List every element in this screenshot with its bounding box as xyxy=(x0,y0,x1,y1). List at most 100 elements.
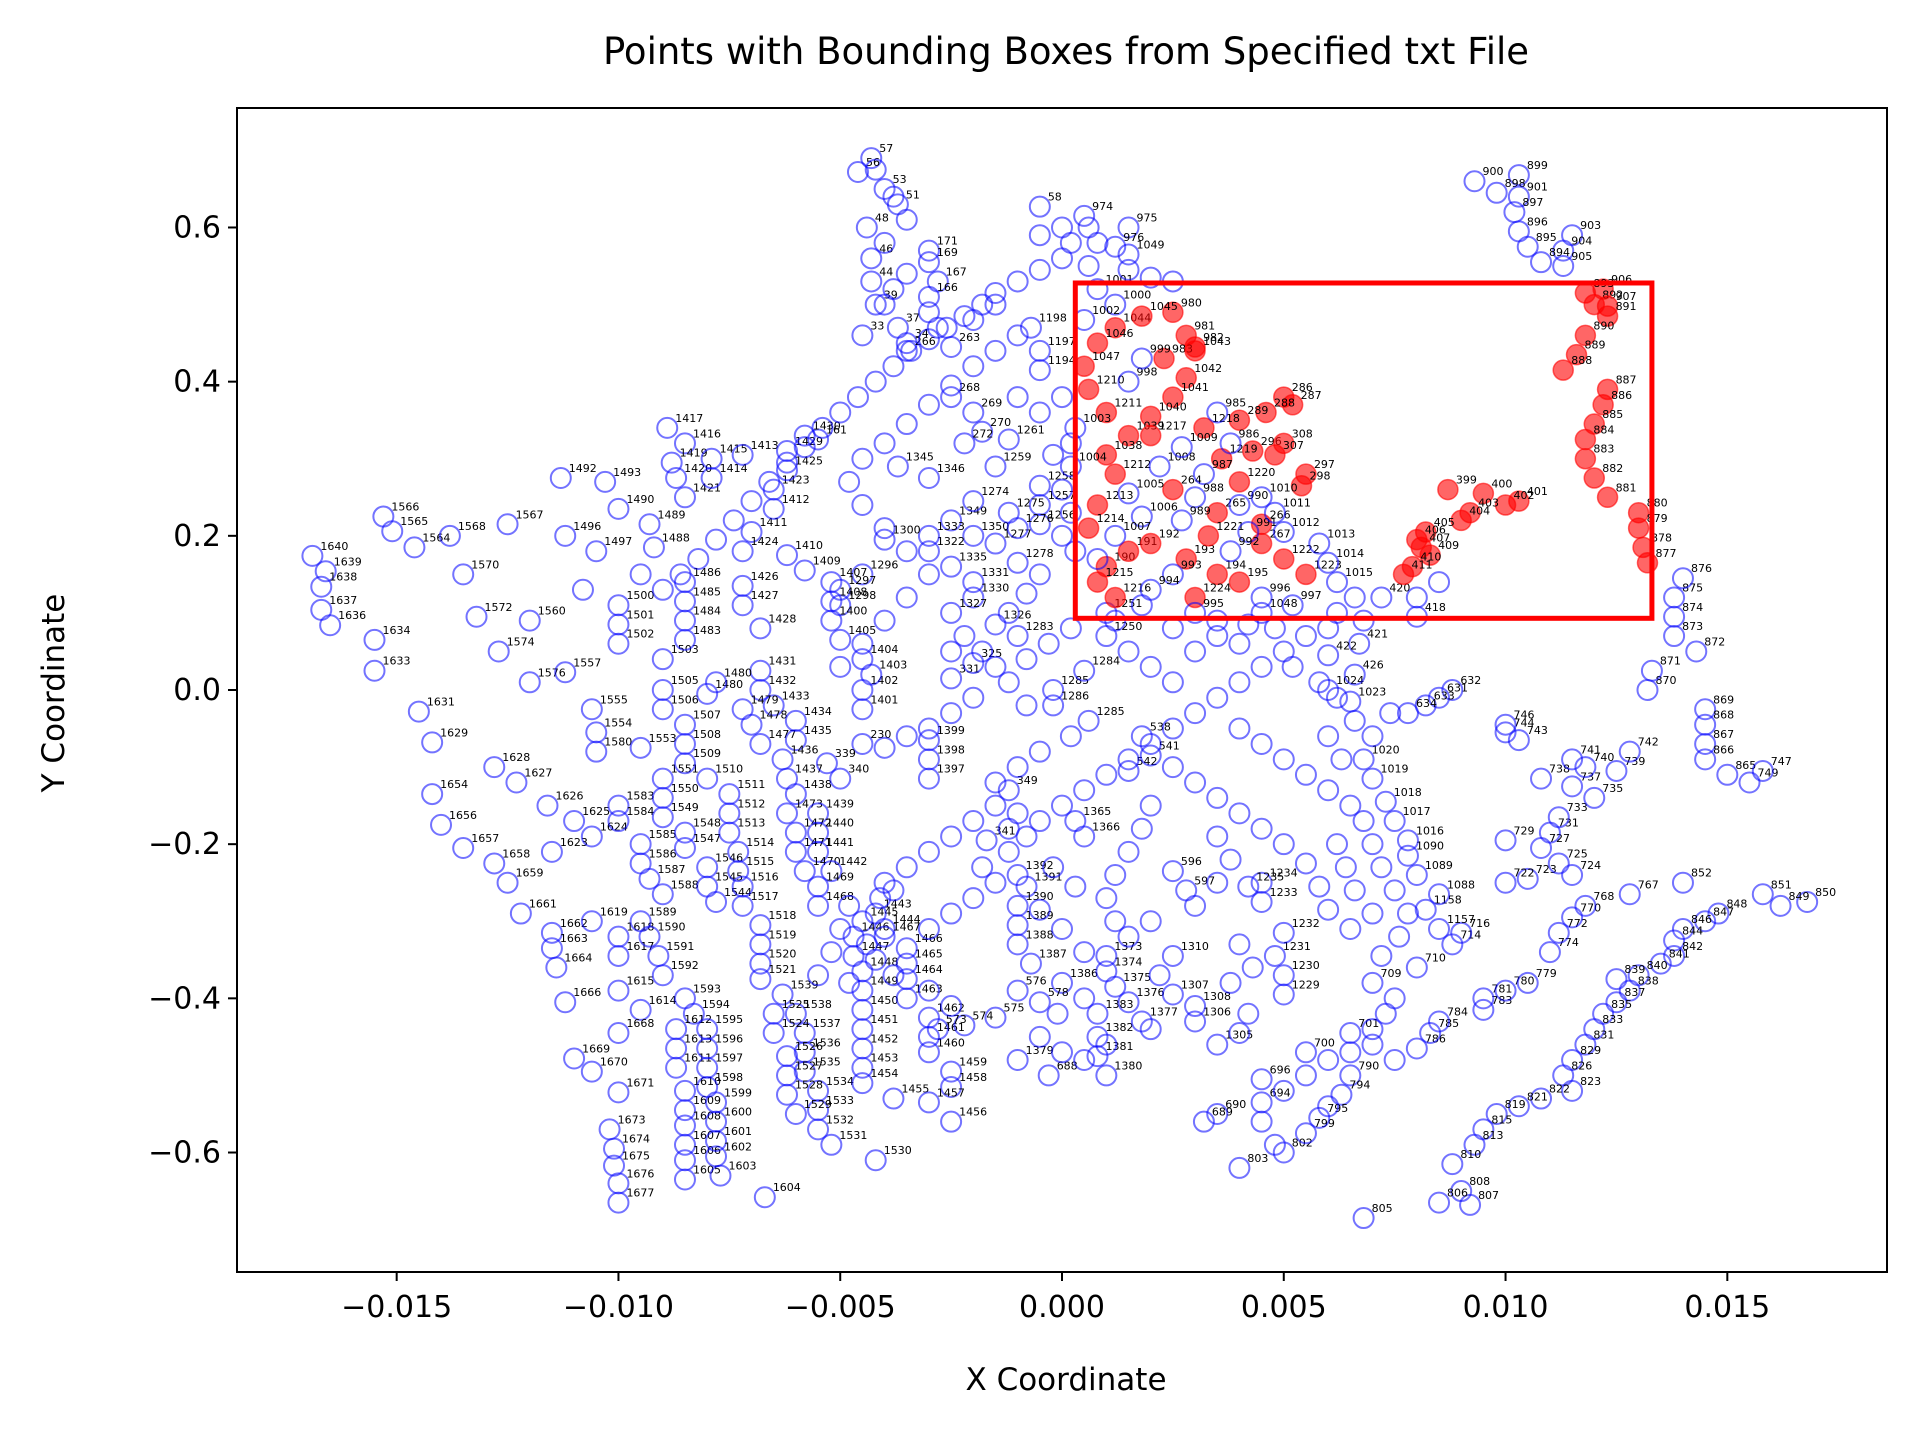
point-outside-box xyxy=(1042,443,1065,466)
point-outside-box xyxy=(1361,1018,1384,1041)
point-outside-box xyxy=(1605,968,1628,991)
point-outside-box xyxy=(731,443,754,466)
point-id-label: 883 xyxy=(1593,443,1614,456)
point-outside-box xyxy=(740,713,763,736)
point-outside-box xyxy=(873,517,896,540)
point-outside-box xyxy=(673,1168,696,1191)
point-inside-box xyxy=(1636,552,1659,574)
point-outside-box xyxy=(1139,266,1162,289)
point-outside-box xyxy=(1716,763,1739,786)
point-outside-box xyxy=(882,1087,905,1110)
point-outside-box xyxy=(1405,1037,1428,1060)
x-tick-label: 0.000 xyxy=(1019,1290,1105,1325)
point-outside-box xyxy=(1317,1049,1340,1072)
point-outside-box xyxy=(1334,856,1357,879)
point-outside-box xyxy=(1139,744,1162,767)
point-id-label: 1229 xyxy=(1292,978,1320,991)
point-id-label: 995 xyxy=(1203,597,1224,610)
point-outside-box xyxy=(580,698,603,721)
point-outside-box xyxy=(687,547,710,570)
point-outside-box xyxy=(1250,817,1273,840)
point-outside-box xyxy=(864,1149,887,1172)
point-outside-box xyxy=(1073,204,1096,227)
point-outside-box xyxy=(696,767,719,790)
point-outside-box xyxy=(1086,278,1109,301)
point-inside-box xyxy=(1583,467,1606,489)
y-axis: −0.6 −0.4 −0.2 0.0 0.2 0.4 0.6 xyxy=(148,210,237,1171)
point-id-label: 1601 xyxy=(724,1125,752,1138)
point-id-label: 1444 xyxy=(893,913,921,926)
point-outside-box xyxy=(984,455,1007,478)
point-outside-box xyxy=(1006,933,1029,956)
point-outside-box xyxy=(793,860,816,883)
point-outside-box xyxy=(1228,717,1251,740)
point-outside-box xyxy=(1618,740,1641,763)
point-id-label: 58 xyxy=(1048,191,1062,204)
point-id-label: 709 xyxy=(1380,967,1401,980)
point-inside-box xyxy=(1450,509,1472,532)
point-id-label: 975 xyxy=(1137,211,1158,224)
point-id-label: 710 xyxy=(1425,952,1446,965)
point-id-label: 1397 xyxy=(937,763,965,776)
point-outside-box xyxy=(940,995,963,1018)
point-outside-box xyxy=(984,1006,1007,1029)
point-outside-box xyxy=(1139,910,1162,933)
point-id-label: 1500 xyxy=(626,589,654,602)
point-id-label: 1046 xyxy=(1105,327,1133,340)
point-id-label: 1388 xyxy=(1026,928,1054,941)
point-id-label: 1671 xyxy=(626,1076,654,1089)
point-outside-box xyxy=(917,717,940,740)
point-id-label: 842 xyxy=(1682,940,1703,953)
point-outside-box xyxy=(1574,1033,1597,1056)
point-outside-box xyxy=(962,308,985,331)
point-id-label: 1442 xyxy=(839,855,867,868)
point-id-label: 263 xyxy=(959,331,980,344)
point-id-label: 1410 xyxy=(795,539,823,552)
point-outside-box xyxy=(820,941,843,964)
point-id-label: 808 xyxy=(1469,1175,1490,1188)
point-outside-box xyxy=(811,416,834,439)
point-inside-box xyxy=(1437,478,1459,501)
x-tick-label: 0.005 xyxy=(1241,1290,1327,1325)
point-id-label: 1457 xyxy=(937,1086,965,1099)
point-outside-box xyxy=(1605,991,1628,1014)
point-id-label: 1365 xyxy=(1083,805,1111,818)
point-outside-box xyxy=(731,594,754,617)
point-outside-box xyxy=(607,1081,630,1104)
point-outside-box xyxy=(1294,763,1317,786)
point-inside-box xyxy=(1281,394,1304,416)
point-outside-box xyxy=(895,413,918,436)
point-outside-box xyxy=(1117,216,1140,239)
point-outside-box xyxy=(1326,601,1348,624)
point-id-label: 1007 xyxy=(1123,520,1151,533)
point-id-label: 981 xyxy=(1194,319,1215,332)
point-outside-box xyxy=(1707,902,1730,925)
point-outside-box xyxy=(1117,482,1140,505)
point-outside-box xyxy=(984,613,1007,636)
point-id-label: 1276 xyxy=(1026,512,1054,525)
point-outside-box xyxy=(1037,1064,1060,1087)
x-tick-label: −0.015 xyxy=(341,1290,452,1325)
point-id-label: 725 xyxy=(1567,847,1588,860)
point-id-label: 876 xyxy=(1691,562,1712,575)
point-outside-box xyxy=(1241,956,1264,979)
point-outside-box xyxy=(1294,1041,1317,1064)
point-id-label: 167 xyxy=(946,265,967,278)
point-id-label: 901 xyxy=(1527,181,1548,194)
point-id-label: 1004 xyxy=(1079,450,1107,463)
point-outside-box xyxy=(984,339,1007,362)
point-id-label: 881 xyxy=(1616,481,1637,494)
point-outside-box xyxy=(1396,844,1419,867)
point-outside-box xyxy=(846,386,869,409)
point-outside-box xyxy=(1051,1041,1073,1064)
point-id-label: 1382 xyxy=(1105,1021,1133,1034)
point-id-label: 1366 xyxy=(1092,820,1120,833)
point-outside-box xyxy=(731,540,754,563)
point-outside-box xyxy=(962,490,985,513)
point-outside-box xyxy=(1148,964,1171,987)
point-id-label: 903 xyxy=(1580,219,1601,232)
point-id-label: 1045 xyxy=(1150,300,1178,313)
point-outside-box xyxy=(940,825,963,848)
point-id-label: 700 xyxy=(1314,1036,1335,1049)
